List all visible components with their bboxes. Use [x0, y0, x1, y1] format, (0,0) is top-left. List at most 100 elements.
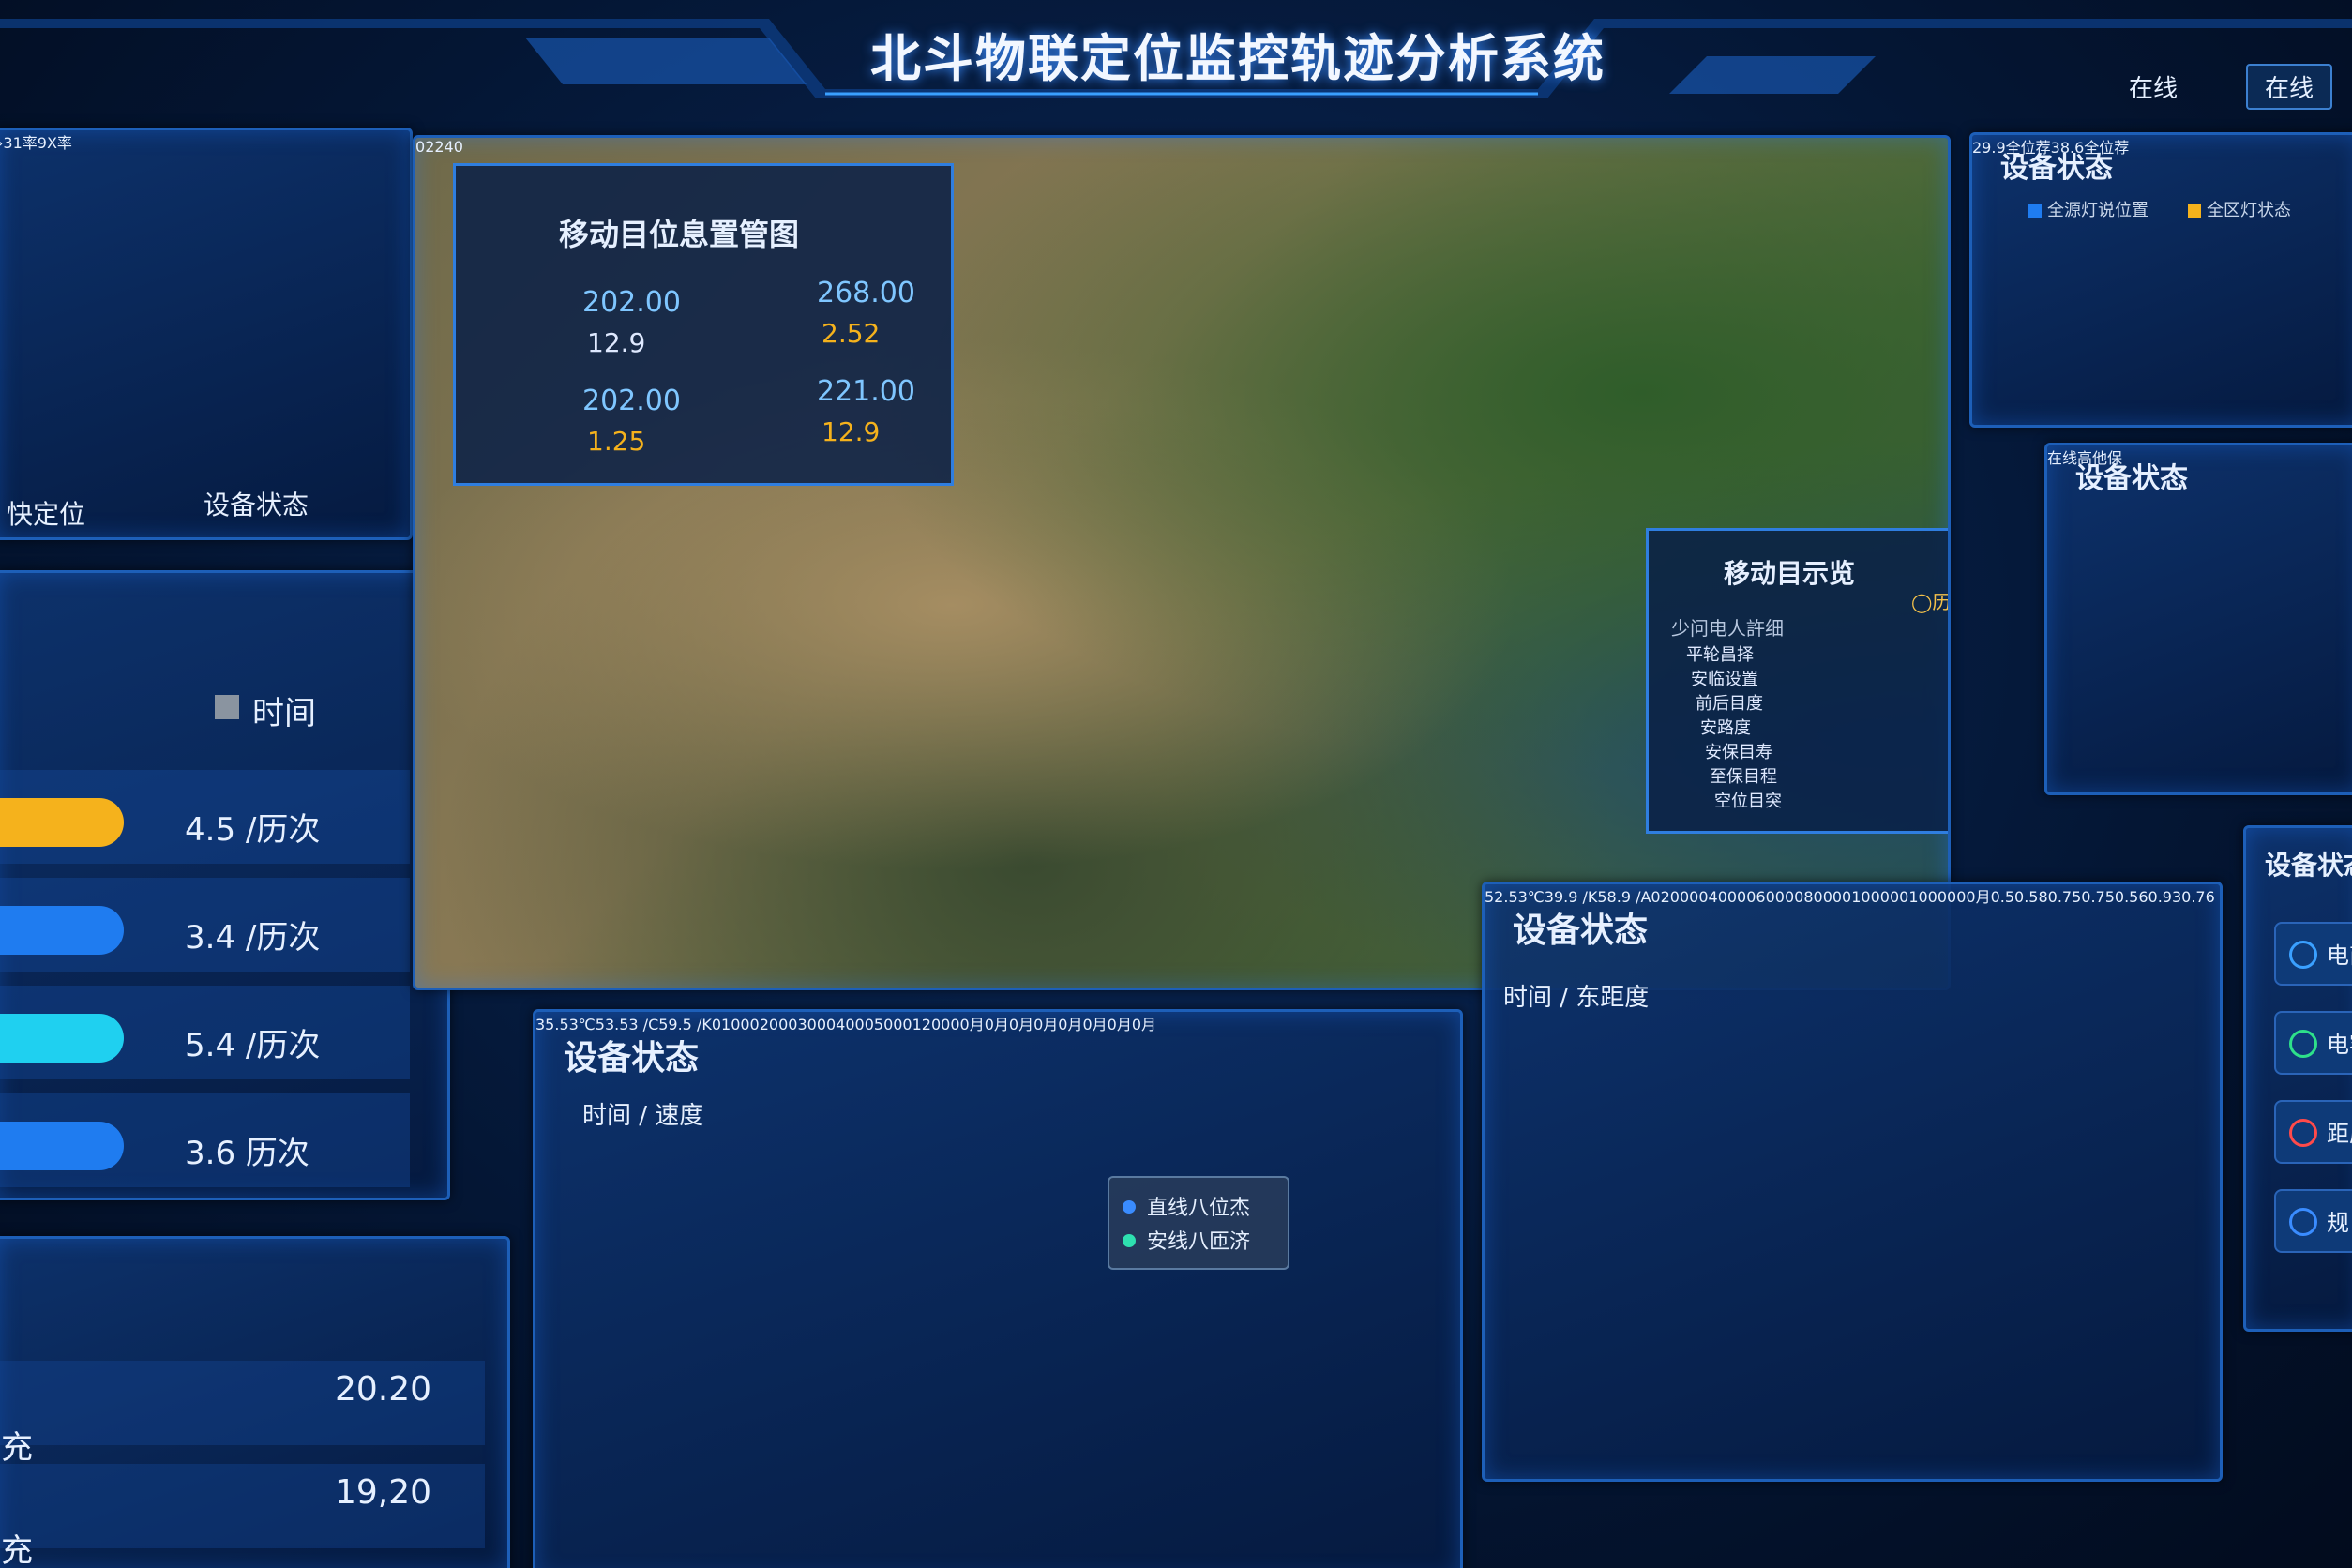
stat-value: 268.00	[817, 277, 915, 309]
right-middle-panel: 在线高他保 设备状态	[2044, 443, 2352, 795]
legend-label: 全源灯说位置	[2047, 201, 2148, 220]
row-label: 前后目度	[1696, 694, 1763, 714]
x-tick-label: 0.93	[2148, 888, 2182, 906]
y-tick-label: 2000	[759, 1016, 798, 1033]
card-title: 移动目位息置管图	[559, 217, 800, 252]
legend-label: 53.53 /C	[595, 1016, 659, 1033]
card-badge: ◯历史度	[1911, 591, 1951, 613]
y-tick-label: 0	[711, 1016, 722, 1033]
caption: 快定位	[7, 499, 86, 530]
row-label: 充	[1, 1532, 33, 1568]
right-top-panel: 29.9全位荐38.6全位荐 设备状态 全源灯说位置 全区灯状态	[1969, 132, 2352, 428]
y-tick-label: 100000	[1851, 888, 1909, 906]
stat-sub: 12.9	[587, 327, 646, 358]
status-label: 9X率	[37, 134, 72, 152]
status-label: 31率	[3, 134, 38, 152]
overview-card: 移动目示览◯历史度少问电人許细平轮昌择6.19安临设置1.75前后目度1.50安…	[1646, 528, 1951, 834]
tooltip-dot	[1123, 1200, 1136, 1214]
card-header: 少问电人許细	[1671, 617, 1784, 640]
legend-swatch	[2028, 204, 2042, 218]
gauge-value: 29.9	[1972, 139, 2006, 157]
page-title: 北斗物联定位监控轨迹分析系统	[870, 29, 1606, 88]
panel-title: 设备状态	[564, 1039, 700, 1078]
panel-title: 设备状态	[1513, 912, 1649, 950]
y-tick-label: 3000	[797, 1016, 837, 1033]
stat-value: 221.00	[817, 375, 915, 408]
caption: 设备状态	[204, 490, 309, 520]
x-tick-label: 0月	[1033, 1016, 1059, 1033]
row-bg	[0, 1464, 485, 1548]
x-tick-label: 0月	[1008, 1016, 1034, 1033]
left-top-decor: ›31率9X率	[0, 130, 72, 153]
x-tick-label: 0.5	[1990, 888, 2015, 906]
line-chart-panel: 35.53℃53.53 /C59.5 /K0100020003000400050…	[533, 1009, 1463, 1568]
tooltip-label: 直线八位杰	[1147, 1197, 1251, 1220]
y-tick-label: 0	[1651, 888, 1661, 906]
axis-label: 时间 / 速度	[582, 1102, 704, 1130]
y-tick-label: 80000	[1803, 888, 1852, 906]
x-tick-label: 0.76	[2181, 888, 2215, 906]
x-tick-label: 0月	[984, 1016, 1009, 1033]
device-label: 电客	[2327, 1032, 2352, 1058]
progress-bar	[0, 906, 124, 955]
gauge-sub: 高他保	[2077, 449, 2123, 467]
row-label: 至保目程	[1710, 767, 1777, 787]
legend-label: 52.53℃	[1485, 888, 1545, 906]
device-label: 距度	[2327, 1121, 2352, 1147]
gauge-label: 在线	[2047, 449, 2078, 467]
right-top-decor: 29.9全位荐38.6全位荐	[1972, 135, 2129, 158]
stat-sub: 2.52	[822, 318, 881, 349]
map-layer: 02240	[415, 138, 463, 156]
device-button[interactable]: 距度	[2274, 1100, 2352, 1164]
progress-label: 4.5 /历次	[185, 811, 321, 849]
bar-chart: 52.53℃39.9 /K58.9 /A02000040000600008000…	[1485, 884, 2215, 907]
right-bottom-panel: 设备状态电商电客距度规	[2243, 825, 2352, 1332]
gauge-label: 全位荐	[2005, 139, 2051, 157]
y-top-label: 100000	[1908, 888, 1967, 906]
y-tick-label: 40000	[1708, 888, 1756, 906]
row-label: 空位目突	[1714, 792, 1782, 811]
x-tick-label: 0月	[1082, 1016, 1108, 1033]
line-chart: 35.53℃53.53 /C59.5 /K0100020003000400050…	[535, 1012, 1156, 1034]
device-icon	[2289, 1030, 2317, 1058]
progress-bar	[0, 1014, 124, 1063]
progress-label: 3.4 /历次	[185, 919, 321, 957]
gauge-value: 38.6	[2050, 139, 2085, 157]
x-tick-label: 0月	[1131, 1016, 1157, 1033]
stat-sub: 12.9	[822, 416, 881, 447]
x-tick-label: 0月	[1058, 1016, 1083, 1033]
legend-swatch	[215, 695, 239, 719]
map-panel[interactable]: 02240 移动目位息置管图 202.00 12.9 268.00 2.52 202.00 1…	[413, 135, 1951, 990]
stat-value: 202.00	[582, 384, 681, 417]
row-label: 平轮昌择	[1686, 645, 1754, 665]
panel-title: 设备状态	[2265, 850, 2352, 881]
x-tick-label: 0.56	[2114, 888, 2148, 906]
device-button[interactable]: 规	[2274, 1189, 2352, 1253]
x-tick-label: 0月	[1966, 888, 1991, 906]
device-icon	[2289, 1208, 2317, 1236]
device-icon	[2289, 941, 2317, 969]
y-top-label: 12000	[912, 1016, 960, 1033]
row-value: 19,20	[335, 1473, 432, 1512]
row-value: 20.20	[335, 1370, 432, 1409]
device-button[interactable]: 电商	[2274, 922, 2352, 986]
progress-label: 5.4 /历次	[185, 1027, 321, 1064]
device-button[interactable]: 电客	[2274, 1011, 2352, 1075]
info-card: 移动目位息置管图 202.00 12.9 268.00 2.52 202.00 1.25 22…	[453, 163, 954, 486]
x-tick-label: 0.58	[2014, 888, 2048, 906]
scale-label: 22	[425, 138, 445, 156]
row-bg	[0, 1361, 485, 1445]
panel-title: 设备状态	[2075, 462, 2188, 495]
tooltip-label: 安线八匝济	[1147, 1230, 1251, 1254]
panel-title: 设备状态	[2000, 152, 2113, 185]
x-tick-label: 0.75	[2081, 888, 2115, 906]
status-text: 在线	[2129, 75, 2179, 103]
status-button[interactable]: 在线	[2246, 64, 2333, 110]
left-middle-panel: 时间 4.5 /历次 3.4 /历次 5.4 /历次 3.6 历次	[0, 570, 450, 1200]
y-tick-label: 1000	[721, 1016, 760, 1033]
legend-label: 时间	[252, 695, 316, 732]
row-label: 充	[1, 1429, 33, 1467]
gauge-label: 全位荐	[2084, 139, 2130, 157]
tooltip: 直线八位杰安线八匝济	[1108, 1176, 1289, 1270]
